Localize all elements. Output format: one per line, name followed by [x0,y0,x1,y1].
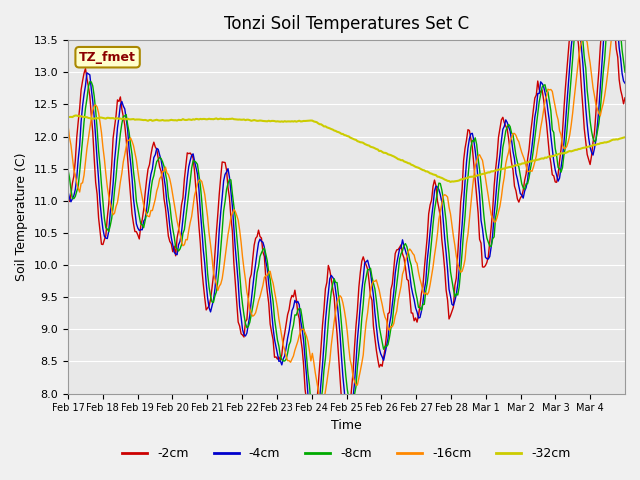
Line: -8cm: -8cm [68,0,625,419]
-32cm [64,114,72,120]
-4cm [83,70,91,76]
-2cm [100,237,108,242]
-8cm [64,167,72,173]
-16cm [614,8,621,13]
-32cm [447,179,454,185]
-2cm [352,323,360,329]
-4cm [463,159,470,165]
-2cm [307,432,315,437]
-32cm [84,115,92,121]
-2cm [64,196,72,202]
-2cm [463,137,470,143]
-8cm [463,191,470,196]
Legend: -2cm, -4cm, -8cm, -16cm, -32cm: -2cm, -4cm, -8cm, -16cm, -32cm [117,442,576,465]
-4cm [620,78,627,84]
-16cm [100,156,108,162]
-8cm [545,98,553,104]
-32cm [620,135,627,141]
-16cm [620,21,627,26]
Line: -16cm: -16cm [68,11,625,401]
-32cm [352,137,360,143]
-32cm [102,116,109,121]
-2cm [545,151,553,157]
Line: -32cm: -32cm [68,116,625,182]
Text: TZ_fmet: TZ_fmet [79,51,136,64]
-8cm [100,216,108,221]
-4cm [545,118,553,124]
-4cm [352,360,360,365]
Y-axis label: Soil Temperature (C): Soil Temperature (C) [15,153,28,281]
-32cm [621,134,629,140]
-8cm [620,58,627,64]
-4cm [621,80,629,86]
-2cm [621,95,629,101]
-8cm [352,384,360,390]
Title: Tonzi Soil Temperatures Set C: Tonzi Soil Temperatures Set C [224,15,469,33]
-8cm [314,416,322,422]
-16cm [545,87,553,93]
-16cm [83,146,91,152]
-16cm [317,398,325,404]
-8cm [621,69,629,75]
-8cm [83,96,91,102]
-4cm [100,233,108,239]
-2cm [620,101,627,107]
-32cm [547,154,555,159]
-4cm [64,189,72,194]
Line: -4cm: -4cm [68,0,625,426]
-32cm [73,113,81,119]
-32cm [464,175,472,180]
-16cm [463,240,470,246]
X-axis label: Time: Time [331,419,362,432]
-16cm [621,29,629,35]
Line: -2cm: -2cm [68,0,625,434]
-4cm [307,423,315,429]
-2cm [83,75,91,81]
-16cm [352,382,360,388]
-16cm [64,122,72,128]
